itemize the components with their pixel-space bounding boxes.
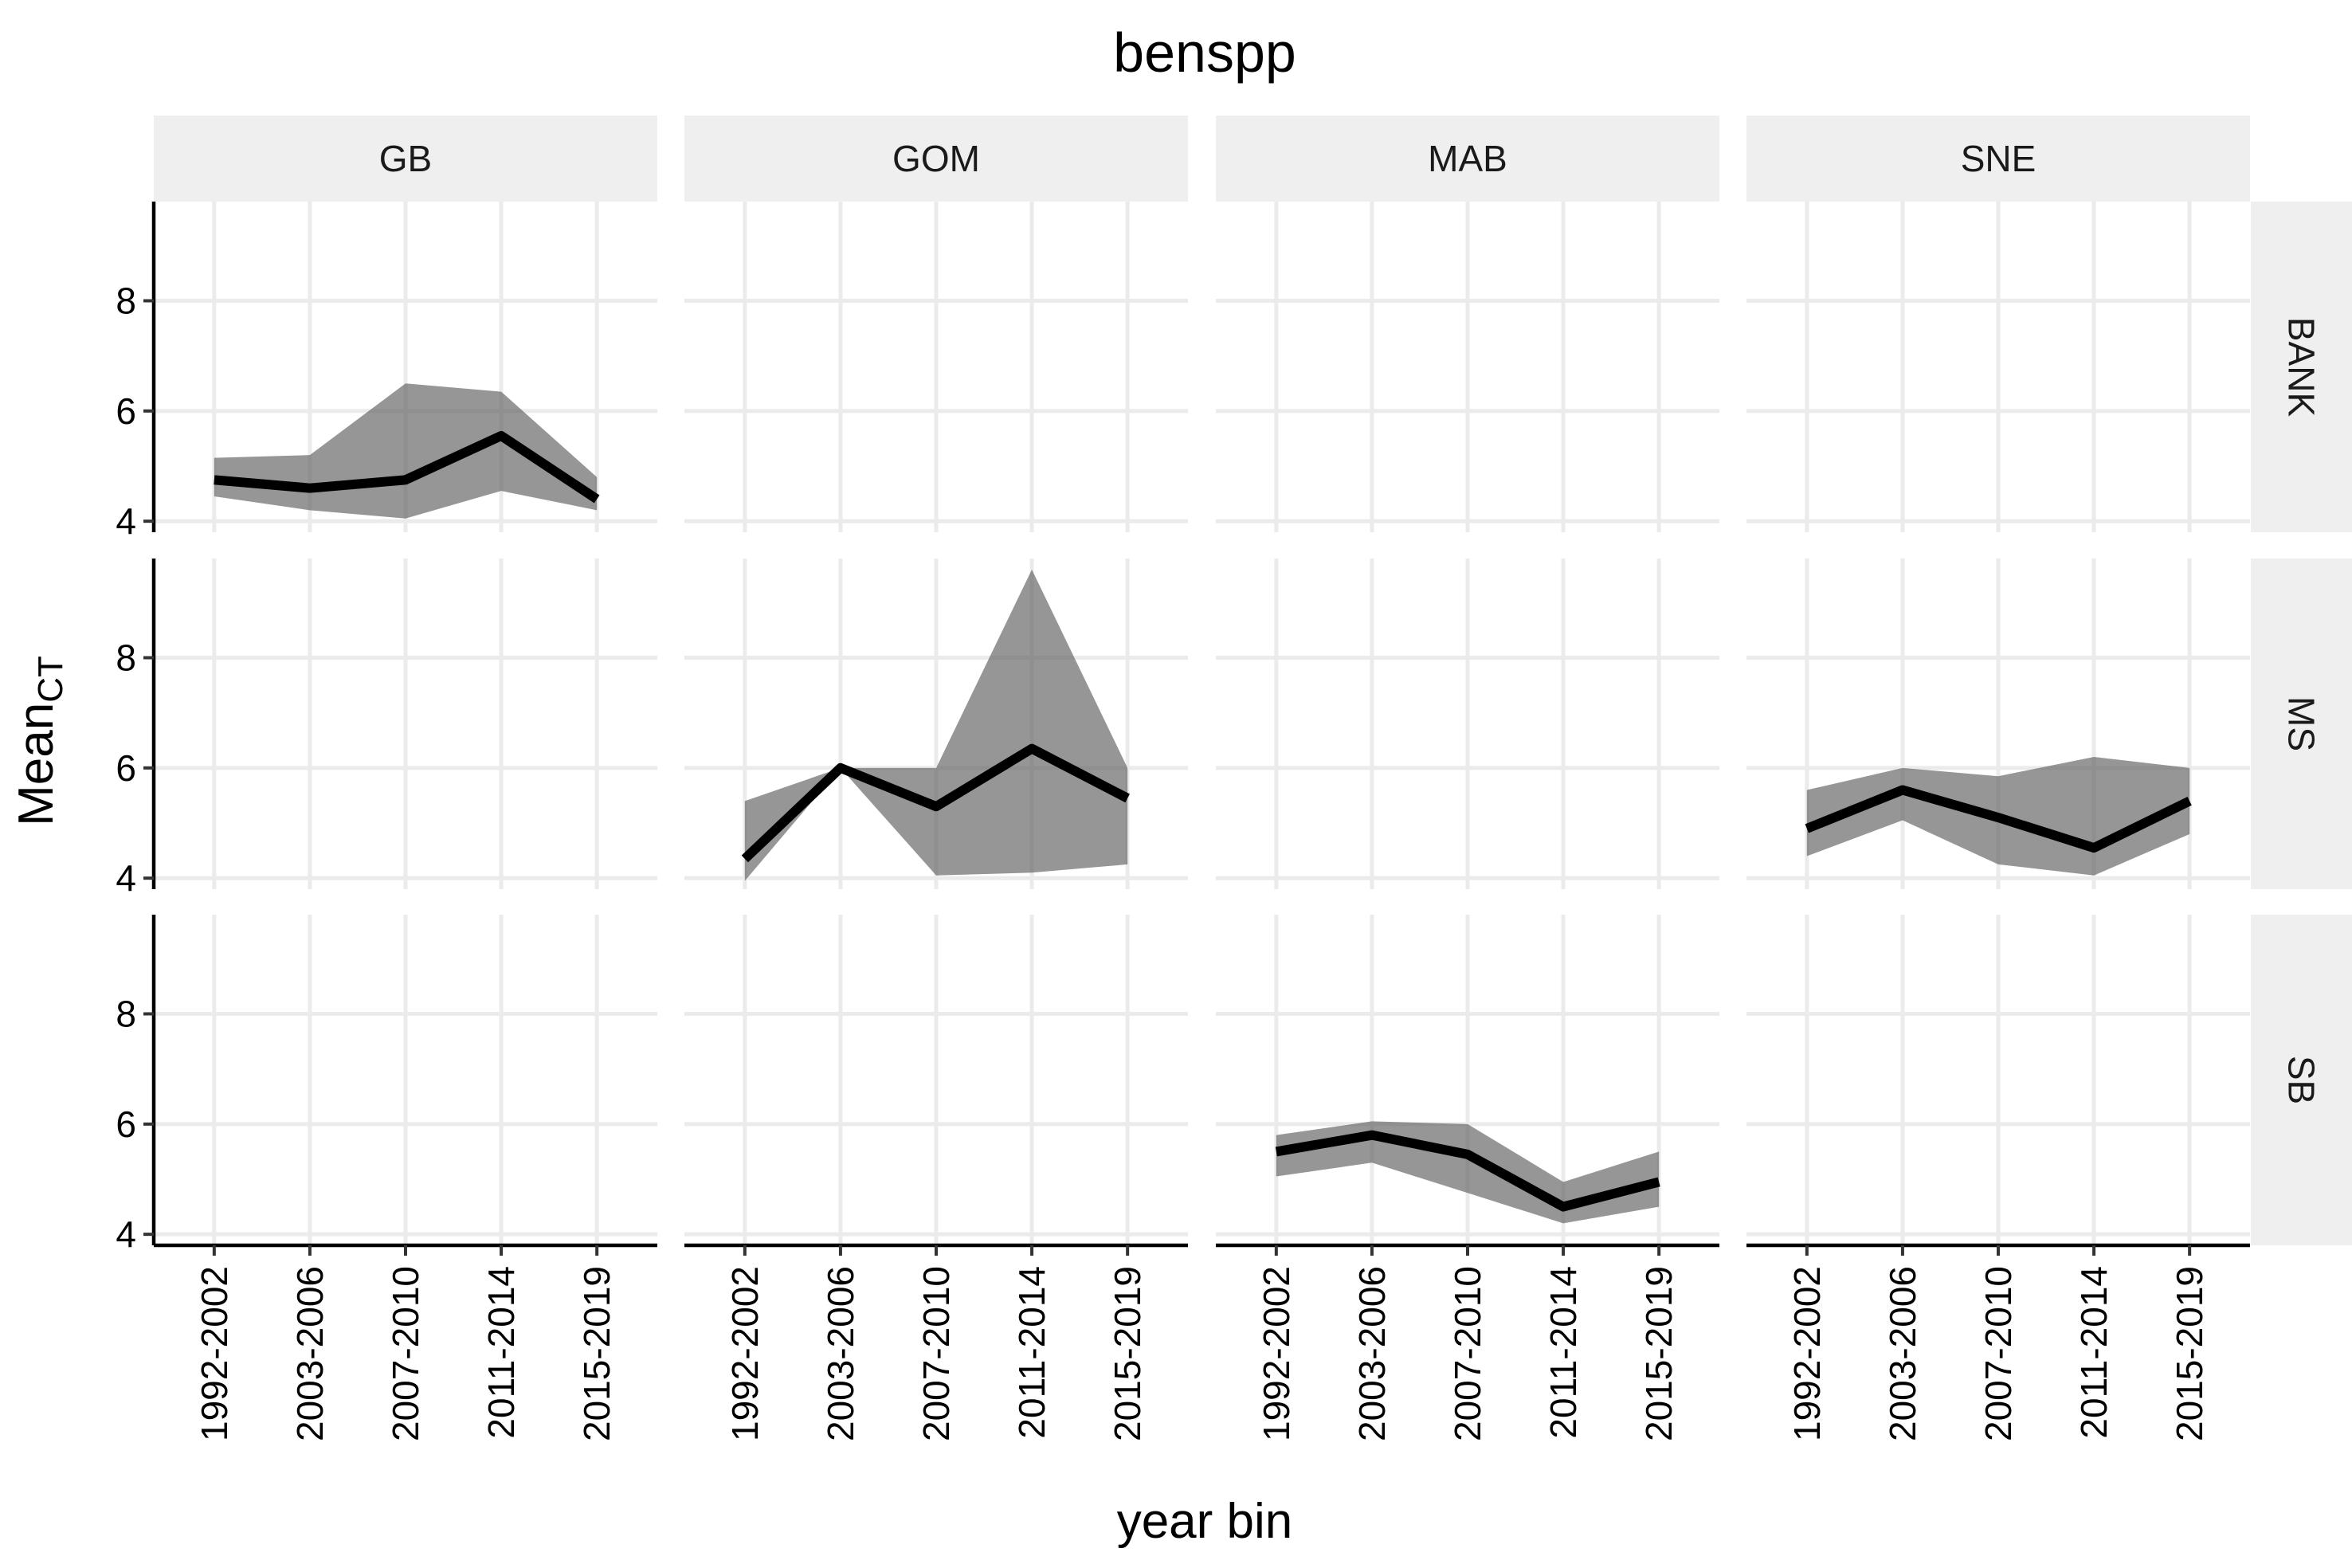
- x-tick-label: 2015-2019: [1107, 1266, 1148, 1441]
- strip-label-col-gb: GB: [379, 138, 432, 179]
- y-tick-label: 6: [116, 390, 136, 432]
- x-tick-label: 2003-2006: [1351, 1266, 1393, 1441]
- x-tick-label: 2003-2006: [1882, 1266, 1923, 1441]
- strip-label-col-mab: MAB: [1428, 138, 1507, 179]
- strip-col-mab: [1216, 116, 1719, 202]
- strip-label-row-bank: BANK: [2281, 317, 2323, 417]
- x-tick-label: 2007-2010: [1447, 1266, 1488, 1441]
- y-tick-label: 4: [116, 500, 136, 542]
- y-axis-title-subscript: CT: [31, 656, 70, 703]
- x-tick-label: 2011-2014: [480, 1266, 522, 1439]
- x-tick-label: 1992-2002: [1786, 1266, 1828, 1441]
- y-axis-title-main: Mean: [9, 703, 64, 826]
- y-tick-label: 6: [116, 747, 136, 789]
- ribbon-ms-gom: [744, 569, 1128, 881]
- mean-line-sb-mab: [1275, 1130, 1660, 1212]
- y-tick-label: 6: [116, 1103, 136, 1145]
- facet-panels: GB GOM MAB SNE BANK MS SB 4 6 8 4 6 8 4 6 8 1992-2002 200…: [116, 116, 2352, 1441]
- ribbon-sb-mab: [1276, 1121, 1660, 1224]
- strip-label-row-ms: MS: [2281, 696, 2323, 751]
- x-tick-label: 2015-2019: [576, 1266, 617, 1441]
- strip-col-gom: [684, 116, 1188, 202]
- x-tick-label: 2007-2010: [915, 1266, 957, 1441]
- y-tick-label: 8: [116, 637, 136, 679]
- ribbon-bank-gb: [214, 383, 598, 519]
- y-tick-label: 8: [116, 280, 136, 322]
- y-axis-title: MeanCT: [9, 656, 70, 826]
- x-tick-label: 1992-2002: [194, 1266, 235, 1441]
- x-tick-label: 1992-2002: [1256, 1266, 1297, 1441]
- x-tick-label: 2015-2019: [1638, 1266, 1680, 1441]
- x-tick-label: 2003-2006: [820, 1266, 861, 1441]
- strip-col-gb: [154, 116, 657, 202]
- strip-label-row-sb: SB: [2281, 1056, 2323, 1104]
- x-tick-label: 2003-2006: [289, 1266, 331, 1441]
- strip-row-bank: [2251, 202, 2352, 532]
- mean-line-bank-gb: [214, 430, 600, 504]
- x-tick-label: 2007-2010: [1978, 1266, 2019, 1441]
- x-axis-title: year bin: [1117, 1494, 1293, 1549]
- strip-col-sne: [1746, 116, 2250, 202]
- strip-label-col-gom: GOM: [892, 138, 980, 179]
- strip-label-col-sne: SNE: [1961, 138, 2036, 179]
- x-tick-label: 2011-2014: [1543, 1266, 1584, 1439]
- x-tick-label: 2011-2014: [2073, 1266, 2115, 1439]
- x-tick-label: 2011-2014: [1011, 1266, 1053, 1439]
- x-tick-label: 2007-2010: [385, 1266, 426, 1441]
- x-tick-label: 2015-2019: [2169, 1266, 2210, 1441]
- y-tick-label: 4: [116, 1213, 136, 1255]
- mean-line-ms-gom: [741, 743, 1130, 863]
- y-tick-label: 8: [116, 994, 136, 1035]
- chart-title: benspp: [1113, 22, 1296, 84]
- strip-row-ms: [2251, 559, 2352, 889]
- mean-line-ms-sne: [1805, 785, 2192, 853]
- x-tick-label: 1992-2002: [724, 1266, 766, 1441]
- y-tick-label: 4: [116, 857, 136, 899]
- strip-row-sb: [2251, 915, 2352, 1245]
